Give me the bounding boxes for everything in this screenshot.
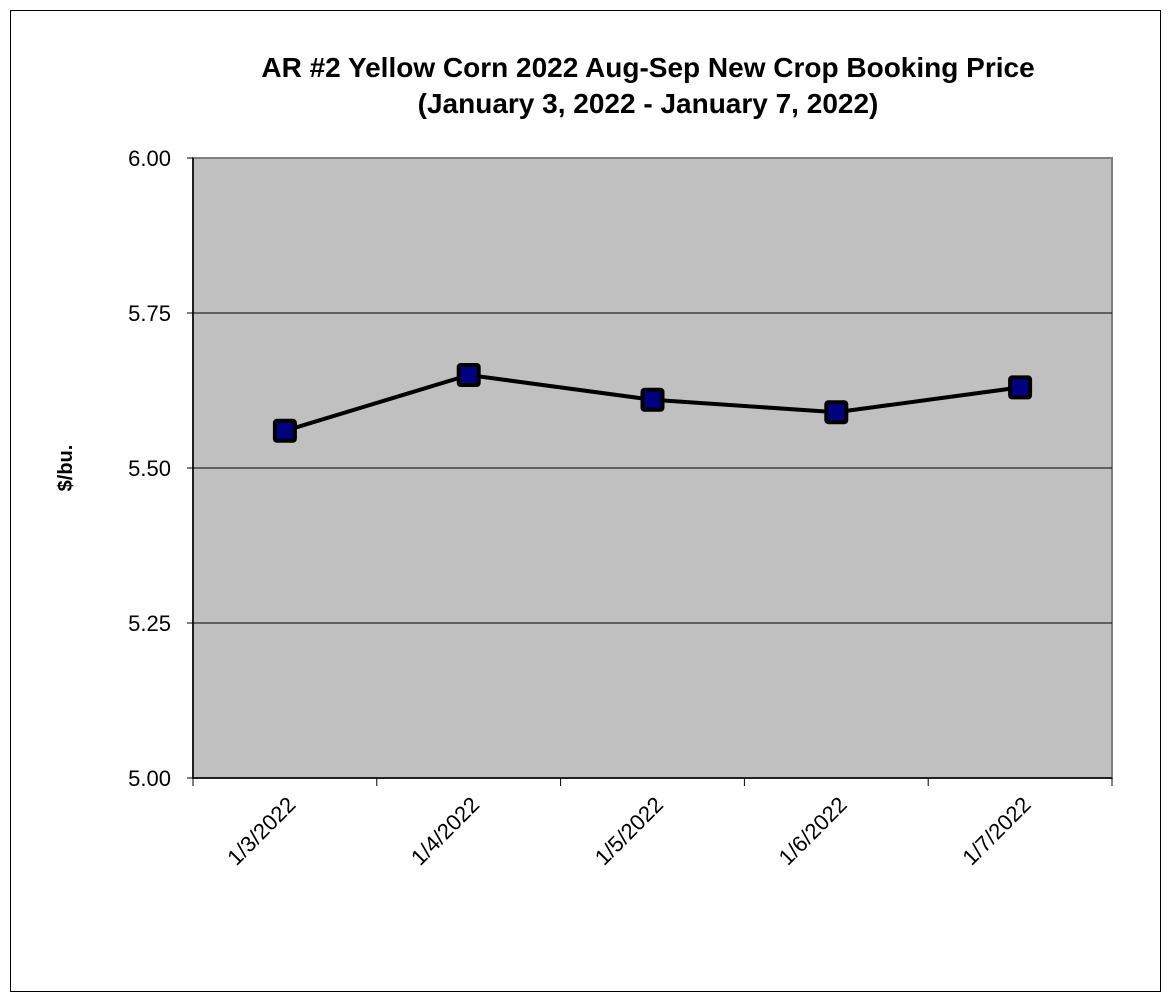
data-point-marker: [824, 400, 849, 425]
y-tick-label: 6.00: [128, 146, 171, 171]
x-tick-label: 1/4/2022: [406, 792, 484, 870]
data-point-marker: [456, 363, 481, 387]
y-axis-label: $/bu.: [55, 445, 77, 492]
x-tick-label: 1/5/2022: [590, 792, 668, 870]
y-tick-label: 5.25: [128, 611, 171, 636]
chart-frame: [10, 10, 1161, 992]
y-tick-label: 5.50: [128, 456, 171, 481]
x-tick-label: 1/3/2022: [222, 792, 300, 870]
x-tick-label: 1/7/2022: [957, 792, 1035, 870]
data-point-marker: [1008, 375, 1033, 400]
data-point-marker: [272, 418, 297, 443]
y-tick-label: 5.75: [128, 301, 171, 326]
chart-subtitle: (January 3, 2022 - January 7, 2022): [418, 88, 879, 119]
x-tick-label: 1/6/2022: [774, 792, 852, 870]
y-tick-label: 5.00: [128, 766, 171, 791]
chart-title: AR #2 Yellow Corn 2022 Aug-Sep New Crop …: [261, 52, 1034, 83]
data-point-marker: [640, 387, 665, 412]
